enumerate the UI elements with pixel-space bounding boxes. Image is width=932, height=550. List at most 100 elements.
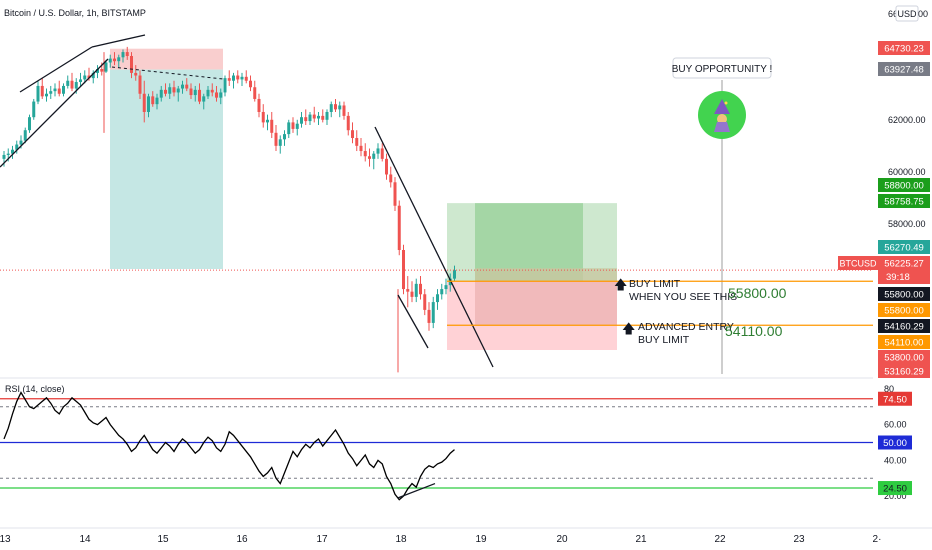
candle-body [380, 148, 384, 159]
candle-body [138, 75, 142, 94]
candle-body [410, 291, 414, 297]
candle-body [215, 92, 218, 98]
buy-limit-annotation: 🡅 BUY LIMIT WHEN YOU SEE THIS 55800.00 [614, 278, 787, 303]
candle-body [270, 119, 274, 133]
rsi-tick: 60.00 [884, 420, 907, 430]
price-tick: 58000.00 [888, 219, 926, 229]
candle-body [19, 140, 23, 145]
price-tag [878, 364, 930, 378]
trade-box-stop [110, 48, 223, 70]
candle-body [419, 283, 422, 295]
chart-title: Bitcoin / U.S. Dollar, 1h, BITSTAMP [4, 8, 146, 18]
candle-body [261, 111, 265, 123]
candle-body [100, 69, 104, 72]
price-tag-text: 56270.49 [884, 243, 924, 254]
candle-body [440, 289, 444, 295]
price-tag [878, 194, 930, 208]
candle-body [232, 75, 235, 81]
time-tick: 14 [79, 534, 91, 545]
price-tag [878, 62, 930, 76]
price-tag-text: 53160.29 [884, 367, 924, 378]
price-tag [878, 178, 930, 192]
candle-body [300, 117, 303, 124]
candle-body [342, 105, 346, 116]
candle-body [304, 117, 308, 122]
price-tag-text: 58800.00 [884, 181, 924, 192]
candle-body [176, 88, 180, 93]
candle-body [185, 84, 189, 89]
advanced-entry-price: 54110.00 [725, 323, 783, 339]
candle-body [181, 84, 184, 89]
time-tick: 13 [0, 534, 11, 545]
time-tick: 22 [714, 534, 726, 545]
time-tick: 21 [635, 534, 647, 545]
candle-body [219, 92, 223, 98]
buy-limit-arrow: 🡅 [614, 278, 627, 293]
candle-body [62, 85, 65, 94]
candle-body [240, 76, 244, 80]
price-tag-text: 55800.00 [884, 306, 924, 317]
candle-body [6, 153, 10, 155]
buy-limit-label-line1: BUY LIMIT [629, 278, 681, 290]
price-tag-text: 58758.75 [884, 197, 924, 208]
candle-body [66, 80, 70, 86]
rsi-tick: 20.00 [884, 491, 907, 501]
rsi-level-tag-text: 50.00 [883, 438, 907, 449]
time-tick: 20 [556, 534, 568, 545]
symbol-tag-text: BTCUSD [839, 259, 877, 269]
zone-layer [110, 48, 617, 350]
candle-body [11, 149, 14, 154]
candlestick-series [2, 46, 456, 373]
candle-body [308, 114, 312, 122]
candle-body [189, 88, 193, 96]
candle-body [325, 111, 329, 120]
price-tag-text: 54160.29 [884, 322, 924, 333]
candle-body [2, 154, 6, 159]
advanced-entry-label-line1: ADVANCED ENTRY [638, 321, 734, 333]
trendline [91, 34, 146, 48]
last-price-tag [878, 256, 930, 284]
candle-body [393, 182, 397, 206]
candle-body [142, 93, 146, 112]
currency-button[interactable] [895, 5, 919, 22]
rsi-level-tag [878, 435, 912, 450]
candle-body [312, 114, 316, 119]
candle-body [70, 80, 74, 89]
time-axis-labels[interactable]: 13 14 15 16 17 18 19 20 21 22 23 2· [0, 534, 881, 545]
candle-body [334, 104, 337, 110]
price-tag-text: 64730.23 [884, 44, 924, 55]
candle-body [436, 294, 439, 303]
candle-body [376, 148, 380, 154]
candle-body [49, 91, 53, 94]
rsi-level-tag-text: 74.50 [883, 394, 907, 405]
candle-body [223, 78, 227, 93]
rsi-tick: 40.00 [884, 455, 907, 465]
candle-body [155, 97, 159, 105]
candle-body [15, 144, 19, 150]
candle-body [159, 89, 163, 98]
candle-body [83, 75, 87, 80]
advanced-entry-arrow: 🡅 [622, 322, 635, 337]
candle-body [453, 270, 456, 279]
candle-body [295, 123, 299, 129]
time-tick: 19 [475, 534, 487, 545]
candle-body [168, 87, 172, 94]
opportunity-text: BUY OPPORTUNITY ! [672, 64, 773, 75]
candle-body [198, 89, 201, 102]
candle-body [40, 85, 44, 97]
candle-body [257, 98, 261, 112]
candle-body [414, 283, 418, 297]
countdown-text: 39:18 [886, 272, 910, 283]
price-tag [878, 335, 930, 349]
candle-body [423, 294, 427, 310]
candle-body [202, 96, 206, 102]
buy-limit-price: 55800.00 [728, 285, 787, 301]
candle-body [121, 52, 125, 58]
candle-body [244, 76, 248, 81]
last-price-text: 56225.27 [884, 259, 924, 270]
rsi-level-tag [878, 481, 912, 496]
candle-body [96, 69, 99, 73]
advanced-entry-annotation: 🡅 ADVANCED ENTRY BUY LIMIT 54110.00 [622, 321, 783, 346]
candle-body [402, 250, 405, 290]
